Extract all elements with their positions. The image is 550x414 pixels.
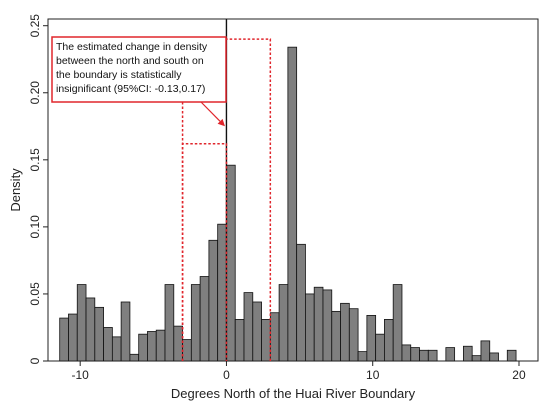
histogram-bar [340, 302, 350, 362]
histogram-bar [103, 327, 113, 362]
histogram-bar [269, 312, 280, 362]
histogram-bar [357, 351, 368, 362]
x-tick-label: 0 [223, 368, 230, 382]
histogram-bar [155, 329, 166, 362]
histogram-bar [489, 352, 499, 362]
x-axis: -10 0 10 20 [72, 361, 526, 382]
histogram-bar [427, 349, 438, 362]
histogram-bar [243, 292, 254, 362]
histogram-bar [331, 310, 341, 362]
histogram-bar [234, 319, 245, 362]
histogram-bar [147, 331, 157, 362]
histogram-bar [85, 297, 96, 362]
histogram-bar [348, 308, 359, 362]
histogram-bar [445, 347, 456, 362]
histogram-bar [129, 353, 140, 362]
histogram-bar [164, 284, 175, 362]
histogram-bar [111, 336, 122, 362]
annotation-line-1: The estimated change in density [56, 41, 208, 53]
histogram-bar [217, 223, 227, 362]
ci-box-inner [181, 142, 228, 361]
annotation-line-2: between the north and south on [56, 55, 204, 67]
x-axis-title: Degrees North of the Huai River Boundary [171, 386, 416, 401]
histogram-bar [94, 306, 104, 362]
histogram-bar [366, 314, 377, 362]
histogram-bar [68, 313, 78, 362]
histogram-bar [296, 243, 306, 362]
histogram-bar [76, 284, 87, 362]
histogram-bar [120, 301, 131, 362]
annotation-arrow [200, 101, 221, 122]
histogram-bar [313, 286, 324, 362]
x-tick-label: 20 [512, 368, 526, 382]
histogram-bar [471, 355, 482, 362]
histogram-bar [252, 301, 262, 362]
histogram-bar [384, 319, 394, 362]
annotation-arrow-head [217, 118, 225, 127]
histogram-bars [59, 46, 517, 362]
histogram-bar [305, 293, 315, 362]
histogram-bar [419, 349, 429, 362]
histogram-bar [208, 239, 219, 362]
y-tick-label: 0 [28, 357, 42, 364]
histogram-bar [392, 284, 403, 362]
y-axis-title: Density [8, 168, 23, 212]
y-tick-label: 0.15 [28, 148, 42, 172]
y-tick-label: 0.05 [28, 282, 42, 306]
histogram-bar [226, 164, 236, 362]
histogram-bar [401, 344, 412, 362]
y-axis: 0 0.05 0.10 0.15 0.20 0.25 [28, 14, 48, 364]
histogram-bar [375, 333, 385, 362]
histogram-bar [138, 333, 148, 362]
histogram-bar [190, 284, 201, 362]
x-tick-label: 10 [366, 368, 380, 382]
histogram-bar [506, 349, 517, 362]
y-tick-label: 0.20 [28, 81, 42, 105]
x-tick-label: -10 [72, 368, 90, 382]
annotation-line-4: insignificant (95%CI: -0.13,0.17) [56, 83, 205, 95]
histogram-bar [322, 289, 333, 362]
histogram-bar [199, 276, 210, 362]
histogram-bar [173, 325, 183, 362]
annotation-line-3: the boundary is statistically [56, 69, 182, 81]
histogram-bar [261, 319, 271, 362]
histogram-bar [278, 284, 289, 362]
histogram-bar [462, 345, 473, 362]
histogram-bar [287, 46, 298, 362]
annotation-box [51, 36, 227, 103]
y-tick-label: 0.10 [28, 215, 42, 239]
y-tick-label: 0.25 [28, 14, 42, 38]
histogram-bar [410, 347, 420, 362]
histogram-bar [480, 340, 491, 362]
annotation-callout: The estimated change in density between … [51, 36, 227, 127]
histogram-bar [59, 317, 69, 362]
histogram-bar [182, 339, 192, 362]
